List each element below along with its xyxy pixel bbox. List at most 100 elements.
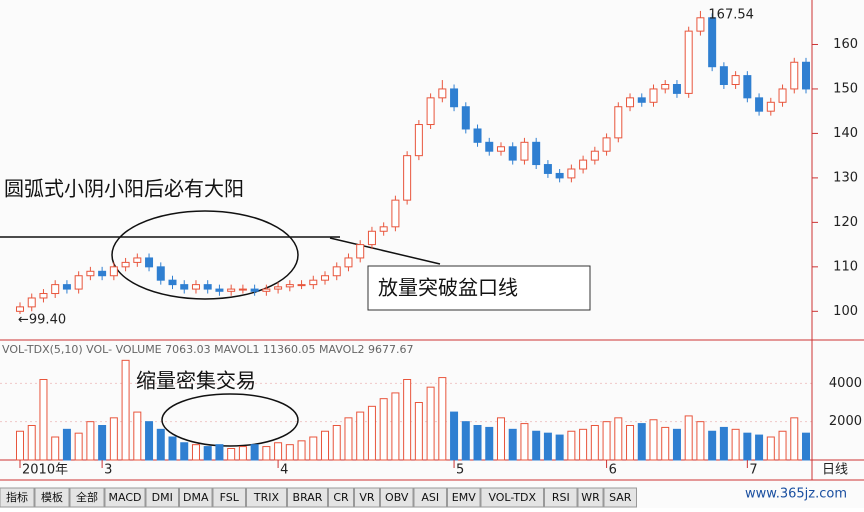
tab-label[interactable]: SAR — [609, 491, 632, 504]
candle-body — [626, 97, 635, 108]
period-label: 日线 — [822, 463, 848, 478]
candle-body — [438, 88, 447, 99]
volume-bar — [626, 425, 635, 461]
volume-bar — [532, 430, 541, 461]
candle-body — [719, 66, 728, 85]
candle-body — [109, 266, 118, 277]
volume-bar — [180, 442, 189, 461]
volume-bar — [321, 430, 330, 461]
candle-body — [180, 284, 189, 290]
volume-bar — [227, 448, 236, 461]
volume-bar — [438, 377, 447, 461]
tab[interactable] — [380, 487, 414, 508]
candle-body — [51, 284, 60, 295]
volume-bar — [16, 430, 24, 461]
candle-body — [778, 88, 787, 103]
tab-label[interactable]: RSI — [552, 491, 570, 504]
candle-body — [391, 199, 400, 228]
candle-body — [790, 61, 799, 90]
volume-bar — [297, 440, 306, 461]
candle-body — [367, 230, 376, 246]
tab-label[interactable]: CR — [333, 491, 349, 504]
tab-label[interactable]: WR — [581, 491, 600, 504]
candle-body — [590, 150, 599, 161]
tab-label[interactable]: 模板 — [41, 490, 63, 504]
y-tick-label: 160 — [833, 37, 858, 52]
tab[interactable] — [577, 487, 604, 508]
tab-label[interactable]: ASI — [421, 491, 439, 504]
tab-label[interactable]: FSL — [220, 491, 240, 504]
annotation: 圆弧式小阴小阳后必有大阳 — [4, 177, 244, 201]
candle-body — [98, 270, 107, 277]
tab[interactable] — [354, 487, 380, 508]
volume-bar — [520, 423, 529, 461]
tab[interactable] — [69, 487, 105, 508]
volume-bar — [86, 421, 95, 461]
volume-bar — [543, 432, 552, 461]
low-label: ←99.40 — [18, 313, 66, 328]
volume-bar — [309, 436, 318, 461]
tab-label[interactable]: DMI — [152, 491, 173, 504]
candle-body — [414, 124, 423, 157]
tab[interactable] — [287, 487, 328, 508]
tab[interactable] — [480, 487, 544, 508]
y-tick-label: 2000 — [829, 414, 862, 429]
volume-bar — [555, 434, 564, 461]
tab[interactable] — [212, 487, 246, 508]
candle-body — [450, 88, 459, 108]
candle-body — [39, 293, 48, 299]
tab-label[interactable]: DMA — [183, 491, 209, 504]
y-tick-label: 4000 — [829, 376, 862, 391]
volume-bar — [274, 442, 283, 461]
tab-label[interactable]: EMV — [452, 491, 476, 504]
tab-label[interactable]: BRAR — [293, 491, 323, 504]
tab[interactable] — [34, 487, 70, 508]
tab[interactable] — [603, 487, 637, 508]
candle-body — [321, 275, 330, 281]
tab[interactable] — [447, 487, 481, 508]
volume-bar — [579, 428, 588, 461]
y-tick-label: 130 — [833, 170, 858, 185]
tab[interactable] — [0, 487, 35, 508]
tab-label[interactable]: TRIX — [253, 491, 280, 504]
tab-label[interactable]: VR — [359, 491, 375, 504]
tab[interactable] — [104, 487, 146, 508]
tab[interactable] — [179, 487, 213, 508]
tab[interactable] — [246, 487, 287, 508]
candle-body — [16, 306, 24, 312]
volume-bar — [719, 426, 728, 461]
tab-label[interactable]: 指标 — [6, 490, 28, 504]
candle-body — [637, 97, 646, 103]
tab-label[interactable]: OBV — [385, 491, 409, 504]
ellipse-annotation — [161, 393, 299, 447]
volume-bar — [414, 402, 423, 461]
tab[interactable] — [413, 487, 447, 508]
volume-bar — [731, 428, 740, 461]
tab-label[interactable]: MACD — [109, 491, 142, 504]
candle-body — [649, 88, 658, 103]
tab[interactable] — [544, 487, 578, 508]
volume-bar — [743, 432, 752, 461]
candle-body — [579, 159, 588, 170]
candle-body — [508, 146, 517, 161]
tab-label[interactable]: 全部 — [76, 490, 98, 504]
tab[interactable] — [328, 487, 354, 508]
volume-bar — [614, 417, 623, 461]
candle-body — [379, 226, 388, 232]
candle-body — [532, 141, 541, 166]
tab-label[interactable]: VOL-TDX — [488, 491, 536, 504]
annotation: 缩量密集交易 — [136, 369, 256, 393]
candle-body — [309, 279, 318, 286]
candle-body — [274, 286, 283, 290]
volume-bar — [649, 419, 658, 461]
tab[interactable] — [145, 487, 179, 508]
high-label: 167.54 — [708, 7, 754, 22]
volume-bar — [426, 386, 435, 461]
volume-bar — [461, 421, 470, 461]
candle-body — [215, 288, 224, 292]
callout-box — [367, 265, 591, 311]
candle-body — [766, 101, 775, 112]
candle-body — [696, 17, 705, 32]
volume-bar — [215, 444, 224, 461]
